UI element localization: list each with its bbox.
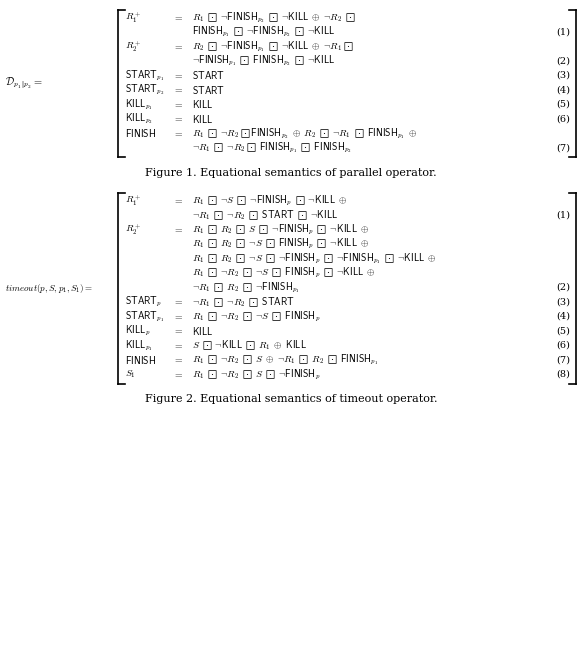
Text: $\mathsf{START}_{p_2}$: $\mathsf{START}_{p_2}$: [125, 83, 164, 97]
Text: $R_1 \;\boxdot\; {\neg}R_2 \;\boxdot\; S \;\boxdot\; {\neg}\mathsf{FINISH}_p$: $R_1 \;\boxdot\; {\neg}R_2 \;\boxdot\; S…: [192, 367, 321, 382]
Text: $\mathsf{START}_{p_1}$: $\mathsf{START}_{p_1}$: [125, 68, 164, 83]
Text: (5): (5): [556, 100, 570, 109]
Text: $R_1^+$: $R_1^+$: [125, 10, 141, 25]
Text: $=$: $=$: [173, 341, 183, 350]
Text: $\mathsf{KILL}$: $\mathsf{KILL}$: [192, 99, 214, 110]
Text: $\mathsf{KILL}_{p_1}$: $\mathsf{KILL}_{p_1}$: [125, 97, 153, 112]
Text: $S_1$: $S_1$: [125, 368, 136, 381]
Text: $R_2^+$: $R_2^+$: [125, 39, 141, 54]
Text: (7): (7): [556, 143, 570, 152]
Text: $=$: $=$: [173, 13, 183, 22]
Text: $=$: $=$: [173, 85, 183, 94]
Text: $S \;\boxdot\; {\neg}\mathsf{KILL} \;\boxdot\; R_1 \;\oplus\; \mathsf{KILL}$: $S \;\boxdot\; {\neg}\mathsf{KILL} \;\bo…: [192, 339, 307, 352]
Text: ${\neg}R_1 \;\boxdot\; {\neg}R_2 \boxdot\; \mathsf{FINISH}_{p_1} \;\boxdot\; \ma: ${\neg}R_1 \;\boxdot\; {\neg}R_2 \boxdot…: [192, 141, 352, 155]
Text: $\mathcal{D}_{p_1 \| p_2} =$: $\mathcal{D}_{p_1 \| p_2} =$: [5, 75, 42, 92]
Text: $\mathsf{FINISH}$: $\mathsf{FINISH}$: [125, 128, 156, 139]
Text: $=$: $=$: [173, 129, 183, 138]
Text: ${\neg}R_1 \;\boxdot\; R_2 \;\boxdot\; {\neg}\mathsf{FINISH}_{p_1}$: ${\neg}R_1 \;\boxdot\; R_2 \;\boxdot\; {…: [192, 280, 300, 295]
Text: $\mathsf{KILL}_{p_1}$: $\mathsf{KILL}_{p_1}$: [125, 338, 153, 353]
Text: $\mathit{timeout}(p,S,p_1,S_1) =$: $\mathit{timeout}(p,S,p_1,S_1) =$: [5, 282, 93, 295]
Text: $=$: $=$: [173, 225, 183, 234]
Text: (2): (2): [556, 56, 570, 65]
Text: $\mathsf{FINISH}$: $\mathsf{FINISH}$: [125, 354, 156, 366]
Text: ${\neg}R_1 \;\boxdot\; {\neg}R_2 \;\boxdot\; \mathsf{START} \;\boxdot\; {\neg}\m: ${\neg}R_1 \;\boxdot\; {\neg}R_2 \;\boxd…: [192, 208, 338, 222]
Text: (3): (3): [556, 71, 570, 80]
Text: ${\neg}\mathsf{FINISH}_{p_1} \;\boxdot\; \mathsf{FINISH}_{p_2} \;\boxdot\; {\neg: ${\neg}\mathsf{FINISH}_{p_1} \;\boxdot\;…: [192, 54, 335, 68]
Text: $\mathsf{START}$: $\mathsf{START}$: [192, 70, 225, 81]
Text: $=$: $=$: [173, 297, 183, 306]
Text: $R_1 \;\boxdot\; {\neg}R_2 \;\boxdot\; S \;\oplus\; {\neg}R_1 \;\boxdot\; R_2 \;: $R_1 \;\boxdot\; {\neg}R_2 \;\boxdot\; S…: [192, 353, 378, 367]
Text: (8): (8): [556, 370, 570, 379]
Text: $\mathsf{KILL}_p$: $\mathsf{KILL}_p$: [125, 324, 151, 338]
Text: (4): (4): [556, 312, 570, 321]
Text: $=$: $=$: [173, 196, 183, 205]
Text: $\mathsf{FINISH}_{p_1} \;\boxdot\; {\neg}\mathsf{FINISH}_{p_2} \;\boxdot\; {\neg: $\mathsf{FINISH}_{p_1} \;\boxdot\; {\neg…: [192, 25, 335, 39]
Text: $R_1 \;\boxdot\; {\neg}S \;\boxdot\; {\neg}\mathsf{FINISH}_p \;\boxdot\; {\neg}\: $R_1 \;\boxdot\; {\neg}S \;\boxdot\; {\n…: [192, 194, 347, 208]
Text: $=$: $=$: [173, 42, 183, 51]
Text: $\mathsf{KILL}$: $\mathsf{KILL}$: [192, 113, 214, 125]
Text: $R_1 \;\boxdot\; R_2 \;\boxdot\; {\neg}S \;\boxdot\; \mathsf{FINISH}_p \;\boxdot: $R_1 \;\boxdot\; R_2 \;\boxdot\; {\neg}S…: [192, 237, 370, 251]
Text: (3): (3): [556, 297, 570, 306]
Text: $\mathsf{KILL}_{p_2}$: $\mathsf{KILL}_{p_2}$: [125, 112, 153, 126]
Text: $R_1 \;\boxdot\; {\neg}R_2 \boxdot\mathsf{FINISH}_{p_2} \;\oplus\; R_2 \;\boxdot: $R_1 \;\boxdot\; {\neg}R_2 \boxdot\maths…: [192, 126, 417, 141]
Text: (1): (1): [556, 210, 570, 219]
Text: $R_1 \;\boxdot\; {\neg}R_2 \;\boxdot\; {\neg}S \;\boxdot\; \mathsf{FINISH}_p \;\: $R_1 \;\boxdot\; {\neg}R_2 \;\boxdot\; {…: [192, 266, 376, 280]
Text: (7): (7): [556, 355, 570, 364]
Text: (5): (5): [556, 326, 570, 335]
Text: $=$: $=$: [173, 312, 183, 321]
Text: $=$: $=$: [173, 370, 183, 379]
Text: $R_2 \;\boxdot\; {\neg}\mathsf{FINISH}_{p_1} \;\boxdot\; {\neg}\mathsf{KILL} \;\: $R_2 \;\boxdot\; {\neg}\mathsf{FINISH}_{…: [192, 39, 353, 54]
Text: Figure 2. Equational semantics of timeout operator.: Figure 2. Equational semantics of timeou…: [145, 395, 437, 404]
Text: $R_1 \;\boxdot\; {\neg}\mathsf{FINISH}_{p_2} \;\boxdot\; {\neg}\mathsf{KILL} \;\: $R_1 \;\boxdot\; {\neg}\mathsf{FINISH}_{…: [192, 10, 356, 25]
Text: $R_1 \;\boxdot\; R_2 \;\boxdot\; {\neg}S \;\boxdot\; {\neg}\mathsf{FINISH}_p \;\: $R_1 \;\boxdot\; R_2 \;\boxdot\; {\neg}S…: [192, 251, 436, 266]
Text: $R_2^+$: $R_2^+$: [125, 223, 141, 237]
Text: $=$: $=$: [173, 355, 183, 364]
Text: (4): (4): [556, 85, 570, 94]
Text: $=$: $=$: [173, 100, 183, 109]
Text: $=$: $=$: [173, 326, 183, 335]
Text: ${\neg}R_1 \;\boxdot\; {\neg}R_2 \;\boxdot\; \mathsf{START}$: ${\neg}R_1 \;\boxdot\; {\neg}R_2 \;\boxd…: [192, 295, 295, 309]
Text: $=$: $=$: [173, 114, 183, 123]
Text: $=$: $=$: [173, 71, 183, 80]
Text: $\mathsf{START}_{p_1}$: $\mathsf{START}_{p_1}$: [125, 309, 164, 324]
Text: (1): (1): [556, 28, 570, 36]
Text: $R_1 \;\boxdot\; R_2 \;\boxdot\; S \;\boxdot\; {\neg}\mathsf{FINISH}_p \;\boxdot: $R_1 \;\boxdot\; R_2 \;\boxdot\; S \;\bo…: [192, 223, 370, 237]
Text: $R_1^+$: $R_1^+$: [125, 194, 141, 208]
Text: (6): (6): [556, 341, 570, 350]
Text: (2): (2): [556, 283, 570, 292]
Text: $R_1 \;\boxdot\; {\neg}R_2 \;\boxdot\; {\neg}S \;\boxdot\; \mathsf{FINISH}_p$: $R_1 \;\boxdot\; {\neg}R_2 \;\boxdot\; {…: [192, 310, 321, 324]
Text: (6): (6): [556, 114, 570, 123]
Text: $\mathsf{START}_p$: $\mathsf{START}_p$: [125, 295, 162, 309]
Text: $\mathsf{START}$: $\mathsf{START}$: [192, 84, 225, 96]
Text: $\mathsf{KILL}$: $\mathsf{KILL}$: [192, 325, 214, 337]
Text: Figure 1. Equational semantics of parallel operator.: Figure 1. Equational semantics of parall…: [145, 168, 437, 178]
